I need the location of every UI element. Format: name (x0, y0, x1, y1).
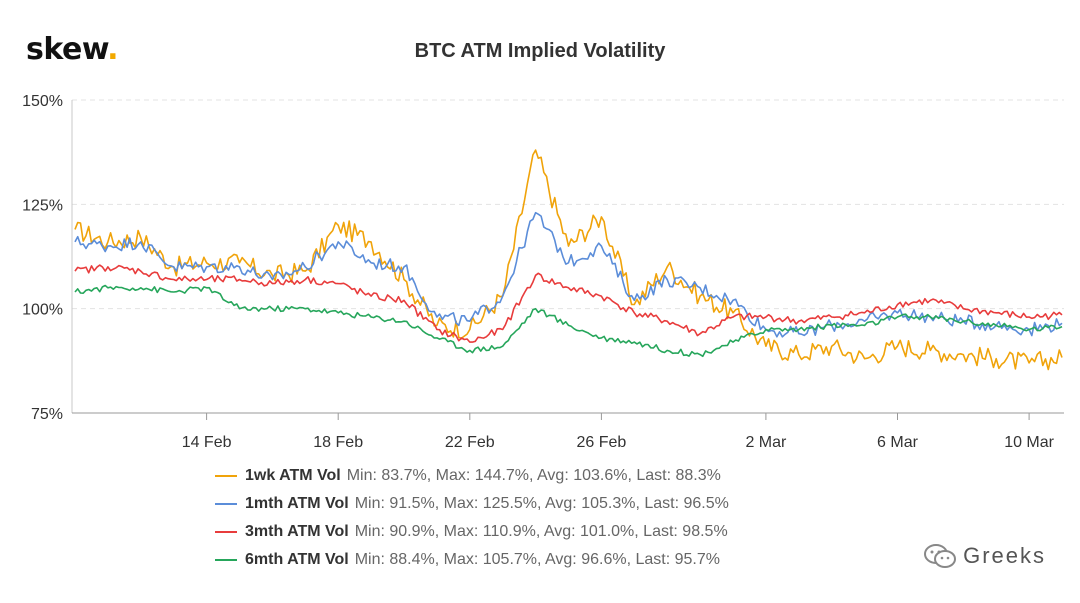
series-line-6mth-atm-vol (74, 284, 1063, 358)
legend: 1wk ATM Vol Min: 83.7%, Max: 144.7%, Avg:… (215, 462, 729, 574)
series-line-1wk-atm-vol (74, 149, 1063, 371)
legend-item[interactable]: 1wk ATM Vol Min: 83.7%, Max: 144.7%, Avg:… (215, 462, 729, 490)
y-tick-label: 125% (22, 197, 63, 214)
series-layer (74, 149, 1063, 371)
skew-logo: skew. (26, 32, 119, 67)
chart-title: BTC ATM Implied Volatility (414, 40, 666, 62)
legend-swatch (215, 475, 237, 477)
series-line-1mth-atm-vol (74, 211, 1063, 338)
series-line-3mth-atm-vol (74, 264, 1063, 343)
legend-series-stats: Min: 83.7%, Max: 144.7%, Avg: 103.6%, La… (346, 467, 721, 484)
logo-text: skew (26, 32, 108, 67)
x-tick-label: 10 Mar (1004, 434, 1054, 451)
legend-series-stats: Min: 91.5%, Max: 125.5%, Avg: 105.3%, La… (354, 495, 729, 512)
watermark-text: Greeks (963, 543, 1046, 568)
axis-layer: 75% 100% 125% 150% 14 Feb 18 Feb 22 Feb 26 Feb 2… (22, 93, 1064, 451)
legend-swatch (215, 503, 237, 505)
legend-series-name: 1wk ATM Vol (245, 467, 341, 484)
y-tick-label: 150% (22, 93, 63, 110)
legend-swatch (215, 531, 237, 533)
logo-dot: . (107, 32, 119, 67)
legend-swatch (215, 559, 237, 561)
x-tick-label: 18 Feb (313, 434, 363, 451)
x-tick-label: 14 Feb (182, 434, 232, 451)
legend-item[interactable]: 3mth ATM Vol Min: 90.9%, Max: 110.9%, Avg… (215, 518, 729, 546)
legend-series-stats: Min: 90.9%, Max: 110.9%, Avg: 101.0%, La… (354, 523, 728, 540)
wechat-icon (924, 544, 957, 568)
grid-layer (72, 99, 1064, 310)
legend-item[interactable]: 1mth ATM Vol Min: 91.5%, Max: 125.5%, Avg… (215, 490, 729, 518)
legend-series-name: 1mth ATM Vol (245, 495, 349, 512)
legend-series-stats: Min: 88.4%, Max: 105.7%, Avg: 96.6%, Las… (354, 551, 720, 568)
x-tick-label: 6 Mar (877, 434, 919, 451)
x-tick-label: 26 Feb (576, 434, 626, 451)
x-tick-label: 22 Feb (445, 434, 495, 451)
watermark: Greeks (923, 543, 1046, 569)
y-tick-label: 100% (22, 302, 63, 319)
x-tick-label: 2 Mar (745, 434, 787, 451)
legend-series-name: 6mth ATM Vol (245, 551, 349, 568)
legend-series-name: 3mth ATM Vol (245, 523, 349, 540)
legend-item[interactable]: 6mth ATM Vol Min: 88.4%, Max: 105.7%, Avg… (215, 546, 729, 574)
y-tick-label: 75% (31, 406, 63, 423)
